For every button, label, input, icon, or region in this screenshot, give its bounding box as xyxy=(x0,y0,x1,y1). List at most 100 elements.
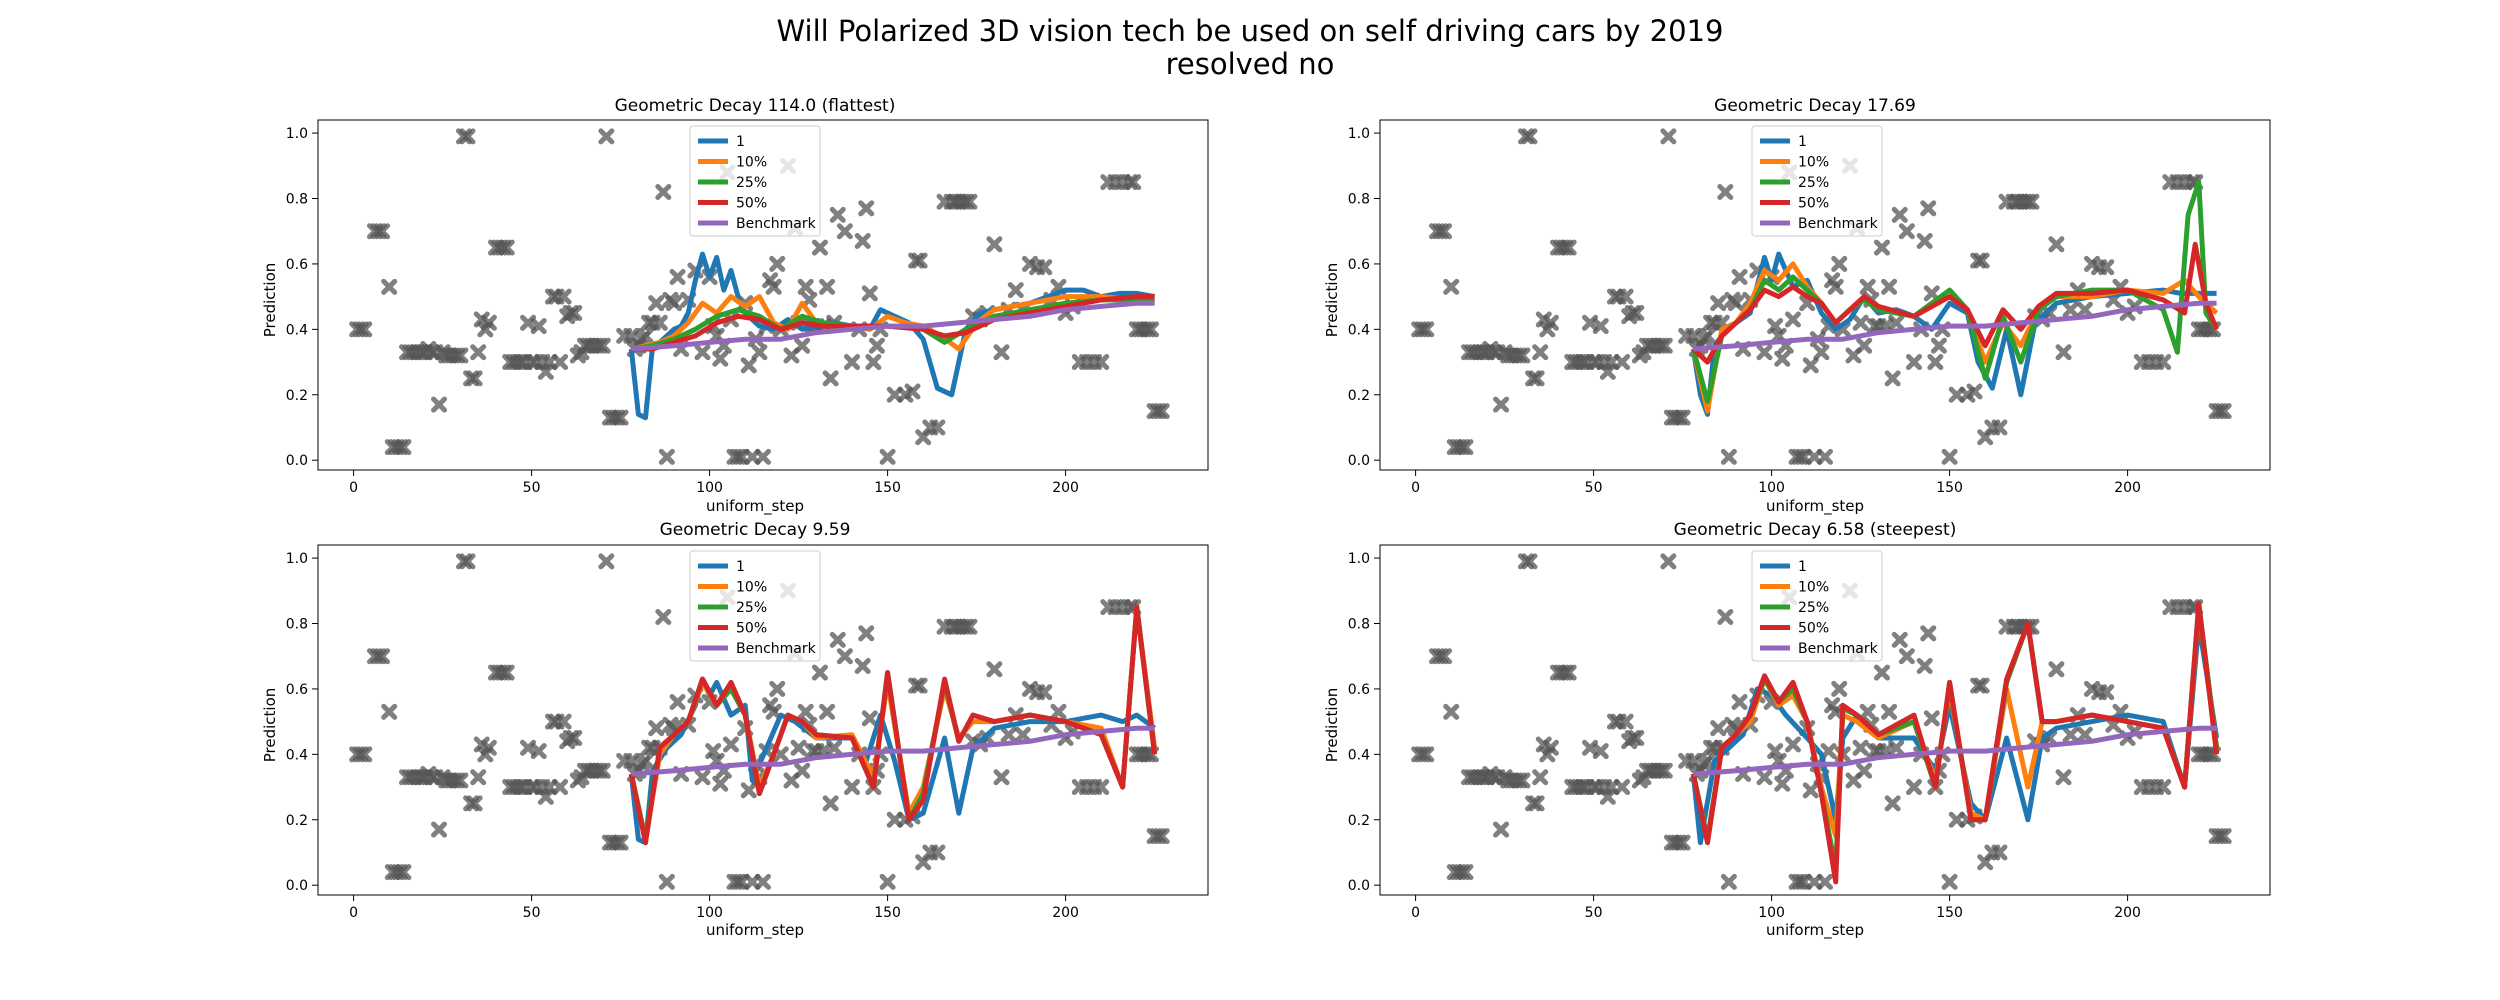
scatter-point xyxy=(986,236,1003,253)
scatter-point xyxy=(854,233,871,250)
scatter-point xyxy=(1453,864,1470,881)
y-tick-label: 0.4 xyxy=(1348,747,1370,763)
scatter-point xyxy=(2201,746,2218,763)
scatter-point xyxy=(374,648,391,665)
scatter-point xyxy=(1881,278,1898,295)
scatter-point xyxy=(1970,677,1987,694)
scatter-point xyxy=(1457,864,1474,881)
series-line-50pct xyxy=(628,604,1158,846)
scatter-point xyxy=(1891,631,1908,648)
scatter-point xyxy=(836,223,853,240)
scatter-point xyxy=(2212,828,2229,845)
scatter-point xyxy=(470,769,487,786)
scatter-point xyxy=(1873,664,1890,681)
scatter-point xyxy=(844,779,860,796)
scatter-point xyxy=(1827,278,1844,295)
legend-label: Benchmark xyxy=(1798,641,1879,657)
scatter-point xyxy=(2155,354,2172,371)
subplot-3-ylabel: Prediction xyxy=(261,688,279,763)
scatter-point xyxy=(1093,354,1110,371)
scatter-point xyxy=(609,409,626,426)
y-tick-label: 1.0 xyxy=(1348,126,1370,142)
scatter-point xyxy=(1436,648,1453,665)
scatter-point xyxy=(1831,255,1848,272)
scatter-point xyxy=(1784,736,1801,753)
scatter-point xyxy=(1418,746,1435,763)
scatter-point xyxy=(751,344,768,361)
scatter-point xyxy=(794,762,811,779)
scatter-point xyxy=(819,703,836,720)
scatter-point xyxy=(1139,321,1156,338)
scatter-point xyxy=(1888,314,1905,331)
scatter-point xyxy=(2215,403,2232,420)
legend-label: 50% xyxy=(736,196,767,212)
scatter-point xyxy=(1671,834,1688,851)
scatter-point xyxy=(858,625,875,642)
scatter-point xyxy=(1514,772,1531,789)
scatter-point xyxy=(1517,553,1534,570)
scatter-point xyxy=(712,775,729,792)
scatter-point xyxy=(480,314,497,331)
x-tick-label: 50 xyxy=(523,480,541,496)
scatter-point xyxy=(755,448,771,465)
scatter-point xyxy=(1898,223,1915,240)
scatter-point xyxy=(2215,828,2232,845)
scatter-point xyxy=(555,288,572,305)
scatter-point xyxy=(1884,370,1901,387)
scatter-point xyxy=(865,354,882,371)
scatter-point xyxy=(1036,684,1053,701)
subplot-2-plot-area: 0 50 100 150 200 0.0 0.2 0.4 0.6 0.8 1.0 1 10% 25% 50%… xyxy=(1348,119,2271,496)
y-tick-label: 0.8 xyxy=(286,617,308,633)
scatter-point xyxy=(1859,278,1876,295)
scatter-point xyxy=(879,448,896,465)
scatter-point xyxy=(1717,183,1734,200)
scatter-point xyxy=(1453,439,1470,456)
legend-label: 10% xyxy=(736,580,767,596)
scatter-point xyxy=(1521,553,1538,570)
scatter-point xyxy=(730,873,747,890)
subplot-1-title: Geometric Decay 114.0 (flattest) xyxy=(615,96,896,116)
scatter-point xyxy=(790,739,807,756)
scatter-point xyxy=(591,337,608,354)
subplot-2-legend: 1 10% 25% 50% Benchmark xyxy=(1751,125,1883,237)
scatter-point xyxy=(1153,403,1170,420)
scatter-point xyxy=(1656,337,1673,354)
legend-label: 10% xyxy=(736,155,767,171)
scatter-point xyxy=(1560,664,1577,681)
series-line-benchmark xyxy=(631,725,1155,777)
scatter-point xyxy=(911,252,928,269)
legend-box xyxy=(1751,550,1883,662)
scatter-point xyxy=(858,200,875,217)
subplot-3-xlabel: uniform_step xyxy=(706,921,804,940)
subplot-4-ylabel: Prediction xyxy=(1323,688,1341,763)
scatter-point xyxy=(826,739,843,756)
scatter-point xyxy=(566,729,583,746)
y-tick-label: 0.8 xyxy=(286,192,308,208)
scatter-point xyxy=(452,347,469,364)
scatter-point xyxy=(1920,200,1937,217)
scatter-point xyxy=(2212,403,2229,420)
scatter-point xyxy=(1906,354,1922,371)
scatter-point xyxy=(1493,396,1510,413)
scatter-point xyxy=(1792,448,1809,465)
scatter-point xyxy=(1532,769,1549,786)
scatter-point xyxy=(431,821,448,838)
scatter-point xyxy=(381,703,398,720)
scatter-point xyxy=(1036,259,1053,276)
y-tick-label: 0.8 xyxy=(1348,617,1370,633)
scatter-point xyxy=(1592,743,1609,760)
scatter-point xyxy=(2098,684,2115,701)
subplot-2-frame xyxy=(1379,119,2271,471)
scatter-point xyxy=(1927,354,1944,371)
scatter-point xyxy=(1443,703,1460,720)
scatter-point xyxy=(836,648,853,665)
scatter-point xyxy=(637,327,654,344)
scatter-point xyxy=(352,321,369,338)
scatter-point xyxy=(1436,223,1453,240)
x-tick-label: 100 xyxy=(696,480,723,496)
scatter-point xyxy=(370,648,387,665)
scatter-point xyxy=(2055,769,2072,786)
y-tick-label: 1.0 xyxy=(286,551,308,567)
